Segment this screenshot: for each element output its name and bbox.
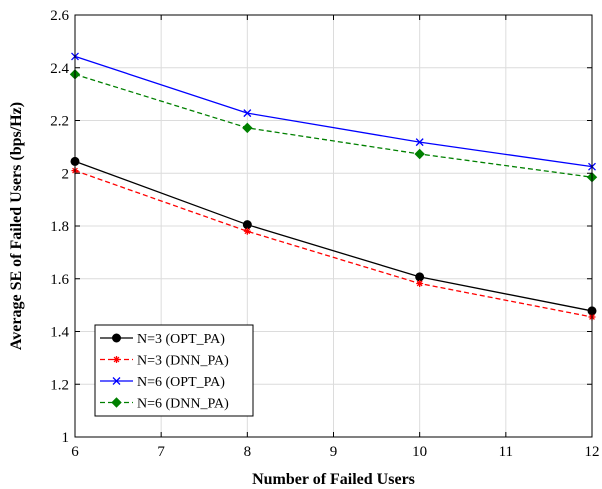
data-point	[414, 148, 425, 160]
legend: N=3 (OPT_PA) N=3 (DNN_PA) N=6 (OPT_PA) N=6 …	[94, 324, 254, 417]
series-layer	[69, 52, 598, 321]
y-tick-label: 2	[62, 166, 70, 182]
x-tick-label: 8	[244, 444, 252, 460]
x-tick-label: 12	[585, 444, 600, 460]
y-tick-label: 2.6	[50, 8, 69, 24]
legend-item: N=6 (OPT_PA)	[100, 375, 225, 390]
data-point	[243, 227, 251, 235]
grid	[74, 14, 593, 438]
legend-label: N=3 (DNN_PA)	[137, 354, 229, 369]
legend-item: N=3 (DNN_PA)	[100, 354, 229, 369]
x-tick-labels: 6 7 8 9 10 11 12	[71, 444, 599, 460]
y-tick-label: 1	[62, 430, 70, 446]
series-line	[74, 160, 593, 312]
data-point	[112, 333, 121, 343]
data-point	[415, 138, 424, 147]
data-point	[416, 279, 424, 287]
data-point	[112, 377, 121, 385]
legend-item: N=3 (OPT_PA)	[100, 332, 225, 347]
y-tick-label: 1.4	[50, 325, 69, 341]
legend-box	[94, 324, 254, 417]
x-tick-label: 9	[330, 444, 338, 460]
x-tick-label: 7	[157, 444, 165, 460]
legend-label: N=6 (DNN_PA)	[137, 397, 229, 412]
legend-label: N=3 (OPT_PA)	[137, 332, 225, 347]
data-point	[243, 109, 252, 118]
x-tick-label: 11	[499, 444, 513, 460]
legend-label: N=6 (OPT_PA)	[137, 375, 225, 390]
y-tick-label: 1.6	[50, 272, 69, 288]
data-point	[242, 220, 252, 230]
series-line	[74, 55, 593, 168]
x-tick-label: 10	[412, 444, 427, 460]
series-line	[74, 73, 593, 178]
y-tick-label: 2.2	[50, 114, 69, 130]
y-tick-label: 1.2	[50, 377, 69, 393]
series-line	[74, 169, 593, 318]
data-point	[113, 356, 120, 363]
y-tick-labels: 1 1.2 1.4 1.6 1.8 2 2.2 2.4 2.6	[50, 8, 69, 446]
x-tick-label: 6	[71, 444, 79, 460]
y-axis-title: Average SE of Failed Users (bps/Hz)	[8, 102, 25, 350]
x-axis-title: Number of Failed Users	[252, 471, 415, 488]
y-tick-label: 1.8	[50, 219, 69, 235]
y-tick-label: 2.4	[50, 61, 69, 77]
data-point	[242, 122, 253, 134]
data-point	[415, 272, 425, 282]
data-point	[111, 397, 122, 408]
legend-item: N=6 (DNN_PA)	[100, 397, 229, 412]
ticks	[74, 14, 593, 438]
